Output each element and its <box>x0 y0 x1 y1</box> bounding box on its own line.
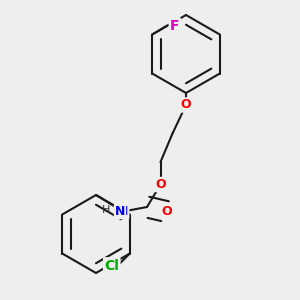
Text: F: F <box>170 19 179 32</box>
Text: O: O <box>161 205 172 218</box>
Text: O: O <box>181 98 191 112</box>
Text: O: O <box>155 178 166 191</box>
Text: H: H <box>102 205 111 215</box>
Text: N: N <box>115 205 125 218</box>
Text: Cl: Cl <box>104 259 119 272</box>
Text: N: N <box>118 205 128 218</box>
